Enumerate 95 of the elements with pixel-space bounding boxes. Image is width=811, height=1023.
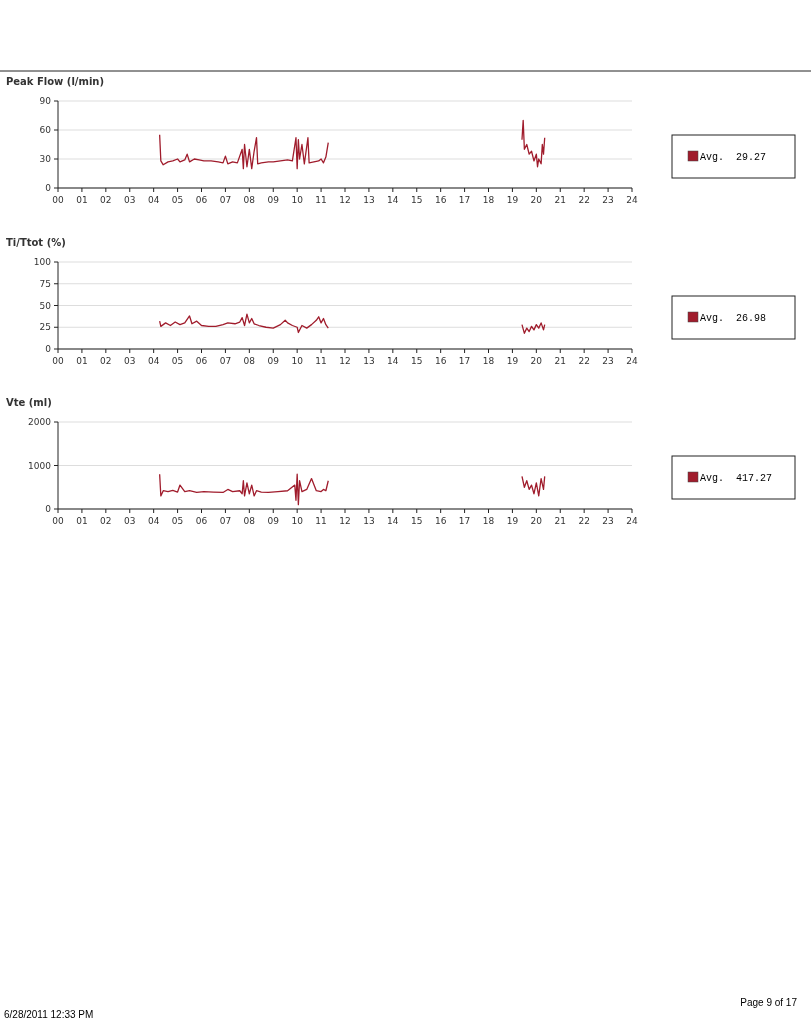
x-tick-label: 00 [52,516,64,526]
x-tick-label: 24 [626,195,638,205]
x-tick-label: 19 [506,195,519,205]
x-tick-label: 21 [554,516,566,526]
x-tick-label: 17 [458,356,471,366]
x-tick-label: 14 [387,195,399,205]
x-tick-label: 12 [339,516,351,526]
x-tick-label: 00 [52,195,64,205]
x-tick-label: 02 [100,516,112,526]
x-tick-label: 10 [291,356,304,366]
x-tick-label: 03 [124,516,136,526]
x-tick-label: 20 [530,195,543,205]
y-tick-label: 0 [45,504,52,515]
x-tick-label: 09 [267,356,280,366]
x-tick-label: 06 [195,516,208,526]
x-tick-label: 01 [76,195,88,205]
y-tick-label: 30 [39,154,52,165]
x-tick-label: 15 [411,516,423,526]
x-tick-label: 07 [219,516,232,526]
x-tick-label: 08 [243,516,256,526]
x-tick-label: 02 [100,195,112,205]
x-tick-label: 08 [243,356,256,366]
x-tick-label: 05 [171,356,184,366]
x-tick-label: 23 [602,195,614,205]
chart-title: Vte (ml) [6,397,52,408]
x-tick-label: 23 [602,516,614,526]
chart-title: Peak Flow (l/min) [6,76,105,87]
x-tick-label: 00 [52,356,64,366]
y-tick-label: 100 [33,257,52,268]
x-tick-label: 18 [482,516,495,526]
x-tick-label: 13 [363,195,375,205]
x-tick-label: 16 [434,516,447,526]
legend-label: Avg. 417.27 [700,473,773,484]
x-tick-label: 10 [291,516,304,526]
x-tick-label: 03 [124,356,136,366]
x-tick-label: 13 [363,356,375,366]
x-tick-label: 17 [458,516,471,526]
legend-label: Avg. 26.98 [700,313,767,324]
x-tick-label: 21 [554,195,566,205]
x-tick-label: 02 [100,356,112,366]
y-tick-label: 2000 [28,417,52,428]
y-tick-label: 90 [39,96,52,107]
x-tick-label: 18 [482,195,495,205]
x-tick-label: 16 [434,356,447,366]
x-tick-label: 08 [243,195,256,205]
x-tick-label: 17 [458,195,471,205]
y-tick-label: 1000 [28,460,52,471]
x-tick-label: 22 [578,195,590,205]
x-tick-label: 01 [76,356,88,366]
x-tick-label: 06 [195,195,208,205]
x-tick-label: 16 [434,195,447,205]
x-tick-label: 18 [482,356,495,366]
x-tick-label: 10 [291,195,304,205]
x-tick-label: 22 [578,356,590,366]
x-tick-label: 19 [506,516,519,526]
x-tick-label: 04 [147,195,160,205]
x-tick-label: 05 [171,195,184,205]
x-tick-label: 09 [267,516,280,526]
x-tick-label: 07 [219,195,232,205]
x-tick-label: 21 [554,356,566,366]
x-tick-label: 01 [76,516,88,526]
x-tick-label: 11 [315,356,327,366]
y-tick-label: 50 [39,300,52,311]
x-tick-label: 03 [124,195,136,205]
y-tick-label: 25 [39,322,51,333]
x-tick-label: 11 [315,195,327,205]
x-tick-label: 23 [602,356,614,366]
x-tick-label: 04 [147,356,160,366]
x-tick-label: 15 [411,195,423,205]
x-tick-label: 22 [578,516,590,526]
x-tick-label: 04 [147,516,160,526]
x-tick-label: 24 [626,516,638,526]
x-tick-label: 14 [387,516,399,526]
text: Page 9 of 17 [740,997,798,1008]
x-tick-label: 15 [411,356,423,366]
x-tick-label: 13 [363,516,375,526]
y-tick-label: 0 [45,183,52,194]
y-tick-label: 75 [39,278,51,289]
x-tick-label: 24 [626,356,638,366]
x-tick-label: 20 [530,356,543,366]
text: 6/28/2011 12:33 PM [4,1009,94,1020]
x-tick-label: 19 [506,356,519,366]
chart-title: Ti/Ttot (%) [6,237,66,248]
x-tick-label: 05 [171,516,184,526]
legend-label: Avg. 29.27 [700,152,767,163]
x-tick-label: 06 [195,356,208,366]
x-tick-label: 09 [267,195,280,205]
y-tick-label: 0 [45,344,52,355]
x-tick-label: 12 [339,195,351,205]
x-tick-label: 20 [530,516,543,526]
y-tick-label: 60 [39,125,52,136]
x-tick-label: 14 [387,356,399,366]
x-tick-label: 12 [339,356,351,366]
x-tick-label: 07 [219,356,232,366]
x-tick-label: 11 [315,516,327,526]
